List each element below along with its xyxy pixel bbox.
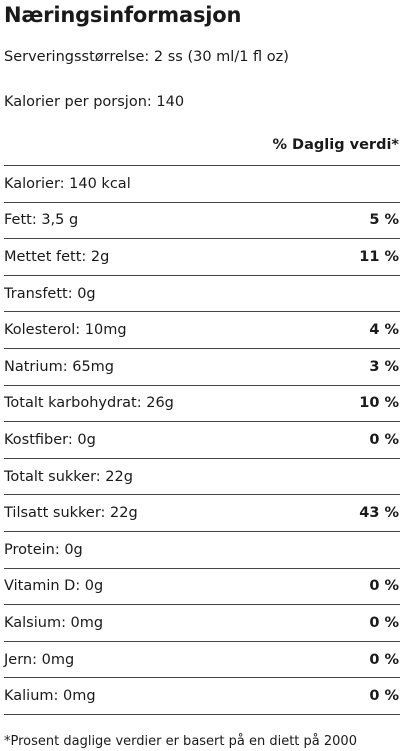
nutrient-label: Kalorier: 140 kcal <box>4 175 131 192</box>
calories-per-serving: Kalorier per porsjon: 140 <box>4 94 185 110</box>
nutrient-label: Vitamin D: 0g <box>4 578 104 595</box>
footnote: *Prosent daglige verdier er basert på en… <box>4 733 357 749</box>
nutrient-daily-value: 3 % <box>369 358 399 375</box>
nutrient-list: Kalorier: 140 kcal Fett: 3,5 g 5 % Mette… <box>4 165 400 715</box>
nutrient-row-vitamin-d: Vitamin D: 0g 0 % <box>4 569 400 606</box>
nutrient-row-calories: Kalorier: 140 kcal <box>4 166 400 203</box>
nutrient-row-calcium: Kalsium: 0mg 0 % <box>4 605 400 642</box>
nutrient-daily-value: 10 % <box>359 395 399 412</box>
nutrient-label: Kalsium: 0mg <box>4 614 104 631</box>
nutrient-row-potassium: Kalium: 0mg 0 % <box>4 678 400 715</box>
nutrient-daily-value: 0 % <box>369 651 399 668</box>
nutrient-label: Jern: 0mg <box>4 651 75 668</box>
nutrient-daily-value: 0 % <box>369 578 399 595</box>
nutrient-daily-value: 0 % <box>369 431 399 448</box>
nutrition-panel: Næringsinformasjon Serveringsstørrelse: … <box>4 0 400 751</box>
nutrient-label: Natrium: 65mg <box>4 358 114 375</box>
nutrient-row-iron: Jern: 0mg 0 % <box>4 642 400 679</box>
nutrient-label: Tilsatt sukker: 22g <box>4 505 138 522</box>
nutrient-daily-value: 0 % <box>369 614 399 631</box>
nutrient-row-fat: Fett: 3,5 g 5 % <box>4 203 400 240</box>
nutrient-daily-value: 4 % <box>369 322 399 339</box>
daily-value-header: % Daglig verdi* <box>272 137 399 153</box>
nutrient-row-total-carbohydrate: Totalt karbohydrat: 26g 10 % <box>4 386 400 423</box>
nutrient-row-cholesterol: Kolesterol: 10mg 4 % <box>4 312 400 349</box>
nutrient-row-sodium: Natrium: 65mg 3 % <box>4 349 400 386</box>
nutrient-row-total-sugar: Totalt sukker: 22g <box>4 459 400 496</box>
nutrient-label: Totalt karbohydrat: 26g <box>4 395 174 412</box>
nutrient-label: Totalt sukker: 22g <box>4 468 133 485</box>
nutrient-daily-value: 5 % <box>369 212 399 229</box>
serving-size: Serveringsstørrelse: 2 ss (30 ml/1 fl oz… <box>4 49 289 65</box>
nutrient-daily-value: 43 % <box>359 505 399 522</box>
nutrient-row-added-sugar: Tilsatt sukker: 22g 43 % <box>4 495 400 532</box>
nutrient-row-trans-fat: Transfett: 0g <box>4 276 400 313</box>
nutrient-row-fiber: Kostfiber: 0g 0 % <box>4 422 400 459</box>
nutrient-label: Fett: 3,5 g <box>4 212 79 229</box>
nutrient-row-protein: Protein: 0g <box>4 532 400 569</box>
nutrient-label: Kalium: 0mg <box>4 688 96 705</box>
nutrient-daily-value: 0 % <box>369 688 399 705</box>
nutrient-label: Protein: 0g <box>4 541 83 558</box>
nutrient-daily-value: 11 % <box>359 248 399 265</box>
nutrient-label: Mettet fett: 2g <box>4 248 110 265</box>
page-title: Næringsinformasjon <box>4 3 242 27</box>
nutrient-label: Transfett: 0g <box>4 285 96 302</box>
nutrient-label: Kostfiber: 0g <box>4 431 96 448</box>
nutrient-row-saturated-fat: Mettet fett: 2g 11 % <box>4 239 400 276</box>
nutrient-label: Kolesterol: 10mg <box>4 322 127 339</box>
